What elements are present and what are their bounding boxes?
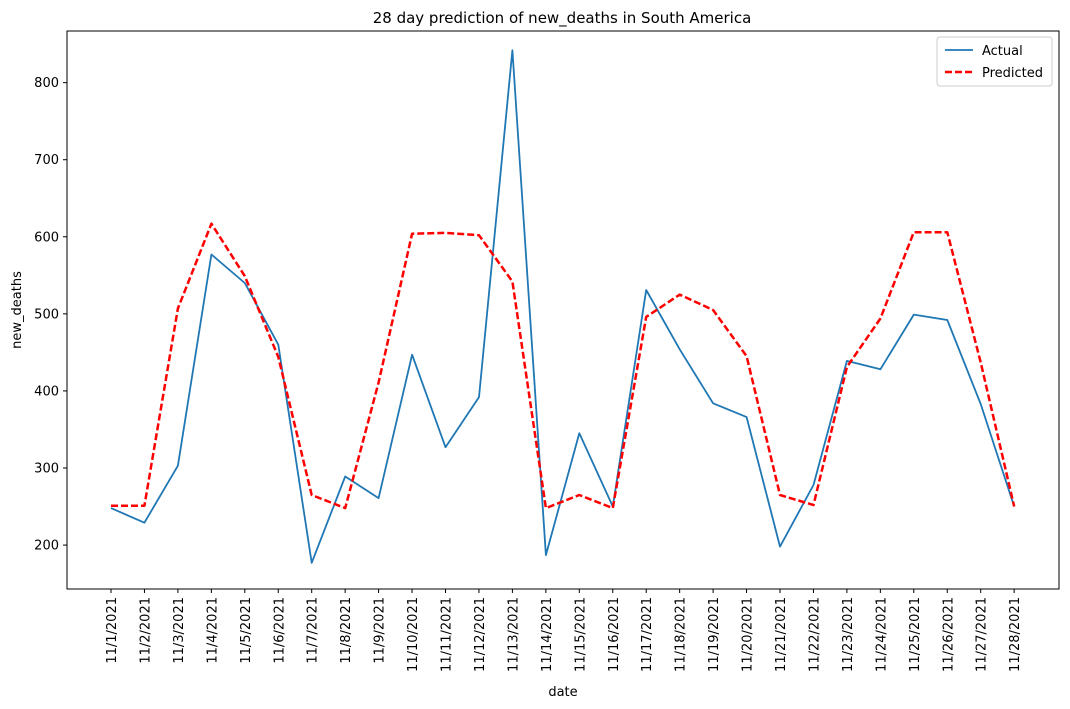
x-axis: 11/1/2021 11/2/2021 11/3/2021 11/4/2021 11/5…	[105, 589, 1023, 672]
series-line-predicted	[111, 222, 1016, 510]
x-tick-label: 11/26/2021	[941, 597, 956, 672]
x-tick-label: 11/15/2021	[573, 597, 588, 672]
y-tick-label: 700	[34, 153, 59, 168]
y-tick-label: 600	[34, 230, 59, 245]
plot-area	[66, 30, 1060, 590]
x-tick-label: 11/17/2021	[640, 597, 655, 672]
y-axis: 200 300 400 500 600 700 800	[34, 76, 67, 554]
x-tick-label: 11/18/2021	[674, 597, 689, 672]
x-tick-label: 11/16/2021	[607, 597, 622, 672]
y-tick-label: 200	[34, 539, 59, 554]
x-tick-label: 11/8/2021	[339, 597, 354, 664]
series-layer	[110, 49, 1016, 564]
x-tick-label: 11/28/2021	[1008, 597, 1023, 672]
x-tick-label: 11/22/2021	[807, 597, 822, 672]
x-tick-label: 11/2/2021	[138, 597, 153, 664]
y-tick-label: 500	[34, 307, 59, 322]
x-axis-label: date	[548, 685, 577, 700]
x-tick-label: 11/21/2021	[774, 597, 789, 672]
chart-title: 28 day prediction of new_deaths in South…	[373, 9, 752, 28]
y-axis-label: new_deaths	[10, 271, 25, 349]
x-tick-label: 11/13/2021	[506, 597, 521, 672]
x-tick-label: 11/24/2021	[874, 597, 889, 672]
x-tick-label: 11/1/2021	[105, 597, 120, 664]
x-tick-label: 11/23/2021	[841, 597, 856, 672]
x-tick-label: 11/3/2021	[172, 597, 187, 664]
x-tick-label: 11/6/2021	[272, 597, 287, 664]
series-line-actual	[110, 49, 1016, 564]
x-tick-label: 11/19/2021	[707, 597, 722, 672]
x-tick-label: 11/12/2021	[473, 597, 488, 672]
y-tick-label: 800	[34, 76, 59, 91]
legend-label-actual: Actual	[982, 44, 1023, 59]
x-tick-label: 11/27/2021	[975, 597, 990, 672]
y-tick-label: 400	[34, 384, 59, 399]
x-tick-label: 11/10/2021	[406, 597, 421, 672]
x-tick-label: 11/14/2021	[540, 597, 555, 672]
legend-label-predicted: Predicted	[982, 66, 1043, 81]
x-tick-label: 11/25/2021	[908, 597, 923, 672]
x-tick-label: 11/11/2021	[440, 597, 455, 672]
x-tick-label: 11/4/2021	[205, 597, 220, 664]
legend: Actual Predicted	[936, 36, 1053, 87]
x-tick-label: 11/9/2021	[373, 597, 388, 664]
x-tick-label: 11/7/2021	[306, 597, 321, 664]
y-tick-label: 300	[34, 461, 59, 476]
x-tick-label: 11/5/2021	[239, 597, 254, 664]
x-tick-label: 11/20/2021	[741, 597, 756, 672]
